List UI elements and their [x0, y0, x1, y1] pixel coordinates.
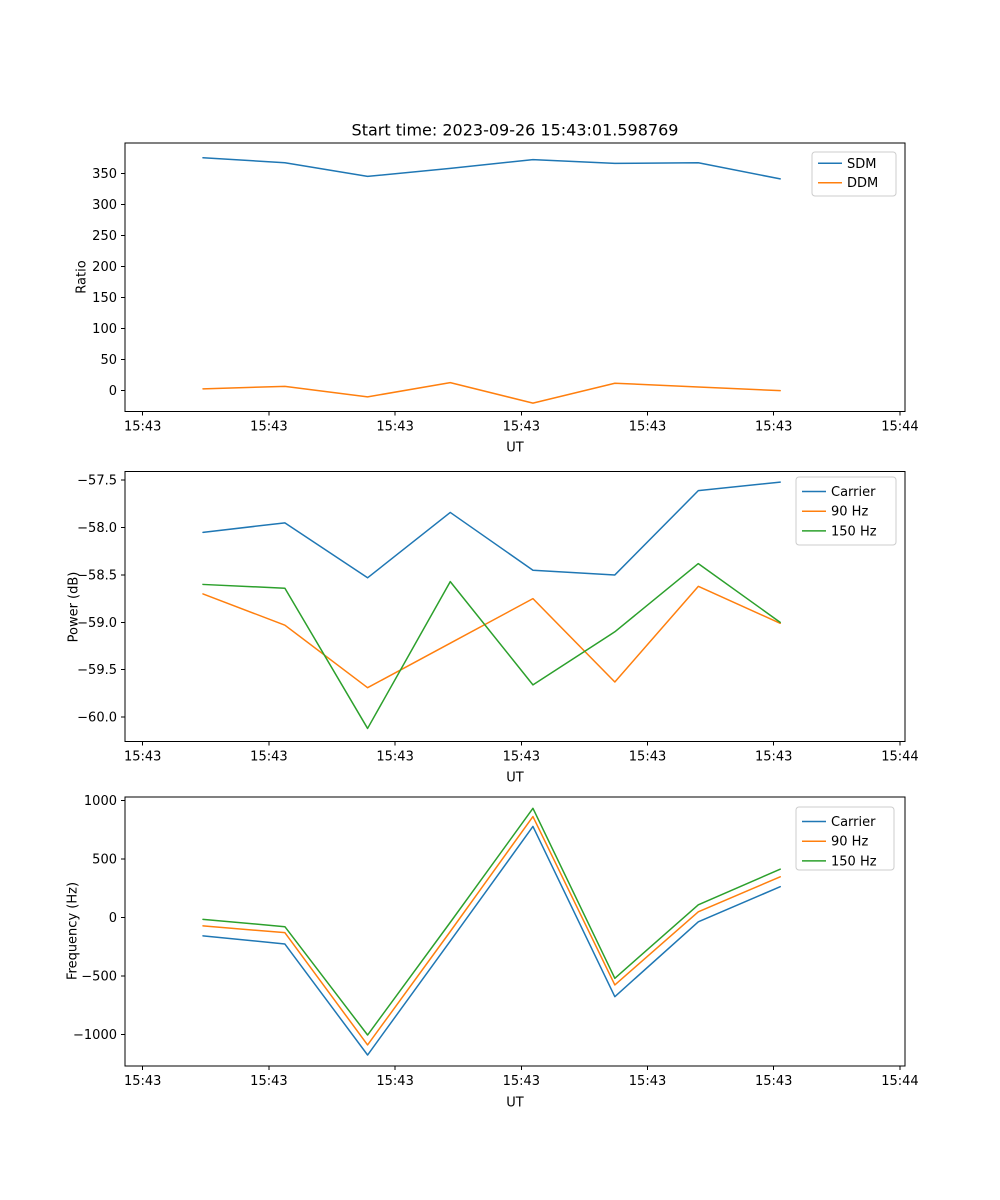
y-tick-label: 300: [92, 198, 117, 213]
x-tick-label: 15:44: [881, 419, 918, 434]
y-tick-label: 100: [92, 322, 117, 337]
y-tick-label: 50: [100, 353, 117, 368]
y-tick-label: 0: [109, 384, 117, 399]
legend-label: 150 Hz: [831, 524, 877, 539]
legend-label: Carrier: [831, 815, 876, 830]
plot-frame: [124, 142, 906, 412]
legend-0: SDM DDM: [811, 151, 897, 197]
legend-box: [795, 806, 895, 871]
series-line-carrier: [202, 481, 781, 579]
x-tick-label: 15:43: [755, 419, 792, 434]
y-tick-label: 200: [92, 260, 117, 275]
y-tick-label: 0: [109, 911, 117, 926]
series-line-ddm: [202, 381, 781, 404]
y-tick-label: −1000: [73, 1028, 117, 1043]
legend-2: Carrier 90 Hz 150 Hz: [795, 806, 895, 871]
x-tick-label: 15:43: [629, 750, 666, 765]
plot-frame: [124, 796, 906, 1067]
series-line-90-hz: [202, 815, 781, 1046]
series-line-90-hz: [202, 585, 781, 689]
x-tick-label: 15:43: [124, 419, 161, 434]
x-axis-label-ut-top: UT: [506, 440, 524, 456]
x-axis-label-ut-middle: UT: [506, 770, 524, 786]
legend-label: Carrier: [831, 485, 876, 500]
x-tick-label: 15:43: [629, 419, 666, 434]
y-tick-label: −60.0: [77, 711, 117, 726]
y-tick-label: −59.5: [77, 663, 117, 678]
y-tick-label: −57.5: [77, 474, 117, 489]
x-tick-label: 15:43: [376, 419, 413, 434]
legend-label: 150 Hz: [831, 854, 877, 869]
y-tick-label: 150: [92, 291, 117, 306]
legend-label: DDM: [847, 176, 878, 191]
y-tick-label: 500: [92, 853, 117, 868]
legend-label: 90 Hz: [831, 505, 868, 520]
x-tick-label: 15:43: [503, 1074, 540, 1089]
subplot-2: 1000 500 0 −500 −1000 15:43 15:43 15:43 15:43 15:…: [73, 794, 919, 1089]
y-tick-label: −58.0: [77, 521, 117, 536]
series-line-carrier: [202, 825, 781, 1056]
x-tick-label: 15:43: [503, 750, 540, 765]
x-tick-label: 15:43: [376, 750, 413, 765]
x-tick-label: 15:43: [250, 419, 287, 434]
series-line-sdm: [202, 157, 781, 180]
y-tick-label: −59.0: [77, 616, 117, 631]
x-tick-label: 15:44: [881, 750, 918, 765]
y-tick-label: −58.5: [77, 568, 117, 583]
figure-title: Start time: 2023-09-26 15:43:01.598769: [351, 120, 679, 140]
x-tick-label: 15:43: [124, 750, 161, 765]
series-line-150-hz: [202, 562, 781, 730]
x-axis-label-ut-bottom: UT: [506, 1095, 524, 1111]
x-tick-label: 15:43: [376, 1074, 413, 1089]
subplot-1: −57.5 −58.0 −58.5 −59.0 −59.5 −60.0 15:43 15:43…: [77, 471, 919, 765]
legend-1: Carrier 90 Hz 150 Hz: [795, 476, 897, 546]
x-tick-label: 15:43: [755, 750, 792, 765]
legend-label: 90 Hz: [831, 835, 868, 850]
x-tick-label: 15:43: [124, 1074, 161, 1089]
subplot-0: 0 50 100 150 200 250 300 350 15:43 15:43 15:43 15:4…: [92, 142, 919, 434]
x-tick-label: 15:44: [881, 1074, 918, 1089]
plot-frame: [124, 471, 906, 743]
y-tick-label: 1000: [84, 794, 117, 809]
y-tick-label: 350: [92, 167, 117, 182]
x-tick-label: 15:43: [250, 1074, 287, 1089]
x-tick-label: 15:43: [503, 419, 540, 434]
y-tick-label: −500: [81, 970, 117, 985]
series-line-150-hz: [202, 807, 781, 1036]
y-tick-label: 250: [92, 229, 117, 244]
x-tick-label: 15:43: [250, 750, 287, 765]
x-tick-label: 15:43: [629, 1074, 666, 1089]
legend-box: [795, 476, 897, 546]
legend-label: SDM: [847, 157, 876, 172]
x-tick-label: 15:43: [755, 1074, 792, 1089]
